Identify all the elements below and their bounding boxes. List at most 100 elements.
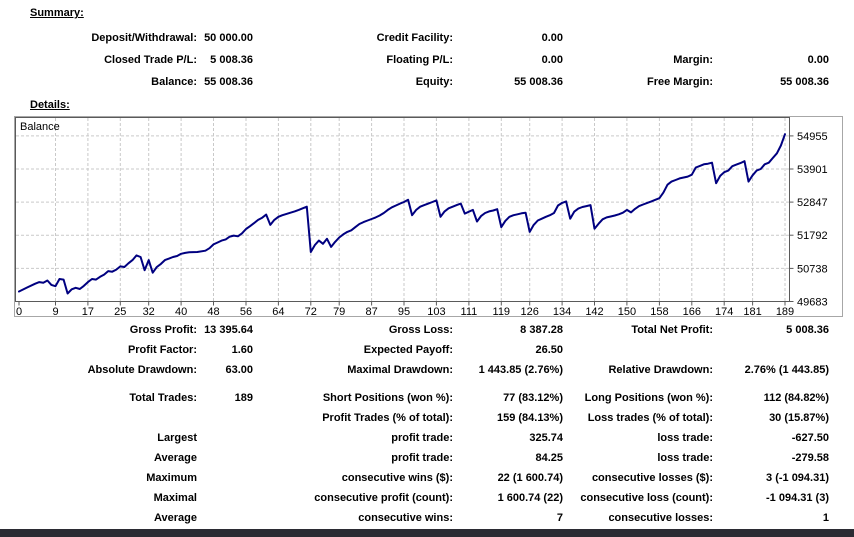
stat-row: Closed Trade P/L: 5 008.36 Floating P/L: 0.… <box>0 49 832 71</box>
stat-value: 13 395.64 <box>204 324 253 336</box>
stat-label: consecutive losses: <box>608 512 713 524</box>
stat-value: -627.50 <box>791 432 829 444</box>
stat-row: Balance: 55 008.36 Equity: 55 008.36 Free Ma… <box>0 71 832 93</box>
svg-text:79: 79 <box>333 306 345 316</box>
stat-value: 30 (15.87%) <box>769 412 829 424</box>
stat-label: profit trade: <box>391 452 453 464</box>
stat-value <box>200 448 256 468</box>
svg-text:103: 103 <box>427 306 445 316</box>
summary-table-body: Deposit/Withdrawal: 50 000.00 Credit Facil… <box>0 27 832 93</box>
stat-value: 50 000.00 <box>204 32 253 44</box>
stat-value <box>200 508 256 528</box>
bottom-divider-bar <box>0 529 854 537</box>
svg-text:40: 40 <box>175 306 187 316</box>
svg-text:87: 87 <box>365 306 377 316</box>
stat-label: Balance: <box>151 76 197 88</box>
stat-value: 5 008.36 <box>210 54 253 66</box>
svg-text:48: 48 <box>207 306 219 316</box>
stat-label: Largest <box>157 432 197 444</box>
svg-text:51792: 51792 <box>797 230 828 242</box>
stat-value: 0.00 <box>807 54 829 66</box>
stat-label: Total Net Profit: <box>631 324 713 336</box>
stat-label: Profit Factor: <box>127 344 197 356</box>
svg-text:111: 111 <box>461 306 478 316</box>
stat-value: -279.58 <box>791 452 829 464</box>
svg-text:17: 17 <box>82 306 94 316</box>
stat-value: 77 (83.12%) <box>503 392 563 404</box>
stat-value <box>200 408 256 428</box>
stat-value: 2.76% (1 443.85) <box>744 364 829 376</box>
svg-text:174: 174 <box>715 306 733 316</box>
stat-label: consecutive wins ($): <box>341 472 453 484</box>
stat-row: Total Trades: 189 Short Positions (won %):… <box>0 388 832 408</box>
svg-text:142: 142 <box>585 306 603 316</box>
svg-text:150: 150 <box>618 306 636 316</box>
svg-text:134: 134 <box>553 306 571 316</box>
stat-label: Gross Loss: <box>388 324 453 336</box>
svg-text:181: 181 <box>743 306 761 316</box>
stat-label: consecutive losses ($): <box>591 472 713 484</box>
stat-value: 63.00 <box>225 364 253 376</box>
svg-text:54955: 54955 <box>797 131 828 143</box>
stat-value <box>716 340 832 360</box>
svg-text:32: 32 <box>143 306 155 316</box>
stat-value: 22 (1 600.74) <box>497 472 563 484</box>
stat-label: loss trade: <box>657 452 713 464</box>
stat-value: 1.60 <box>231 344 253 356</box>
stat-label: Expected Payoff: <box>363 344 453 356</box>
stat-label: Profit Trades (% of total): <box>322 412 453 424</box>
stat-label: Absolute Drawdown: <box>87 364 197 376</box>
stat-label <box>566 340 716 360</box>
stat-row: Average consecutive wins: 7 consecutive los… <box>0 508 832 528</box>
stat-label: Maximum <box>146 472 197 484</box>
stat-value: 26.50 <box>535 344 563 356</box>
stat-label: Average <box>153 512 197 524</box>
stat-label: Loss trades (% of total): <box>587 412 713 424</box>
stat-value: 325.74 <box>529 432 563 444</box>
svg-text:56: 56 <box>240 306 252 316</box>
stat-label: loss trade: <box>657 432 713 444</box>
svg-text:189: 189 <box>776 306 794 316</box>
balance-chart-svg: 49683 50738 51792 52847 53901 54955 0 9 17 25 32 40… <box>15 117 828 316</box>
svg-text:Balance: Balance <box>20 121 60 133</box>
svg-text:0: 0 <box>16 306 22 316</box>
stat-label: Maximal Drawdown: <box>347 364 453 376</box>
stat-value: 1 600.74 (22) <box>497 492 563 504</box>
stat-value: 1 443.85 (2.76%) <box>478 364 563 376</box>
stat-label: Short Positions (won %): <box>322 392 453 404</box>
stat-row: Maximum consecutive wins ($): 22 (1 600.74… <box>0 468 832 488</box>
stat-value: 84.25 <box>535 452 563 464</box>
svg-text:158: 158 <box>650 306 668 316</box>
svg-text:53901: 53901 <box>797 164 828 176</box>
stat-label: Floating P/L: <box>386 54 453 66</box>
stat-row: Deposit/Withdrawal: 50 000.00 Credit Facil… <box>0 27 832 49</box>
svg-text:95: 95 <box>398 306 410 316</box>
details-table-body: Gross Profit: 13 395.64 Gross Loss: 8 387.2… <box>0 320 832 528</box>
svg-text:49683: 49683 <box>797 297 828 309</box>
stat-label: Equity: <box>415 76 453 88</box>
stat-label: Free Margin: <box>646 76 713 88</box>
stat-value: 55 008.36 <box>514 76 563 88</box>
stat-label: Average <box>153 452 197 464</box>
stat-label: Relative Drawdown: <box>608 364 713 376</box>
stat-label <box>0 408 200 428</box>
stat-row: Maximal consecutive profit (count): 1 600.… <box>0 488 832 508</box>
stat-label: Gross Profit: <box>129 324 197 336</box>
details-table: Gross Profit: 13 395.64 Gross Loss: 8 387.2… <box>0 320 832 528</box>
stat-label: Maximal <box>153 492 197 504</box>
stat-value: 189 <box>234 392 253 404</box>
stat-label: Closed Trade P/L: <box>104 54 197 66</box>
stat-label: Long Positions (won %): <box>584 392 713 404</box>
stat-row: Absolute Drawdown: 63.00 Maximal Drawdown:… <box>0 360 832 380</box>
stat-value: -1 094.31 (3) <box>766 492 829 504</box>
svg-text:166: 166 <box>683 306 701 316</box>
stat-value: 7 <box>556 512 563 524</box>
svg-text:64: 64 <box>272 306 284 316</box>
svg-text:126: 126 <box>521 306 539 316</box>
stat-row: Profit Trades (% of total): 159 (84.13%) L… <box>0 408 832 428</box>
stat-row: Profit Factor: 1.60 Expected Payoff: 26.50 <box>0 340 832 360</box>
stat-value: 0.00 <box>541 32 563 44</box>
stat-label: profit trade: <box>391 432 453 444</box>
stat-label: Deposit/Withdrawal: <box>91 32 197 44</box>
stat-value: 5 008.36 <box>786 324 829 336</box>
